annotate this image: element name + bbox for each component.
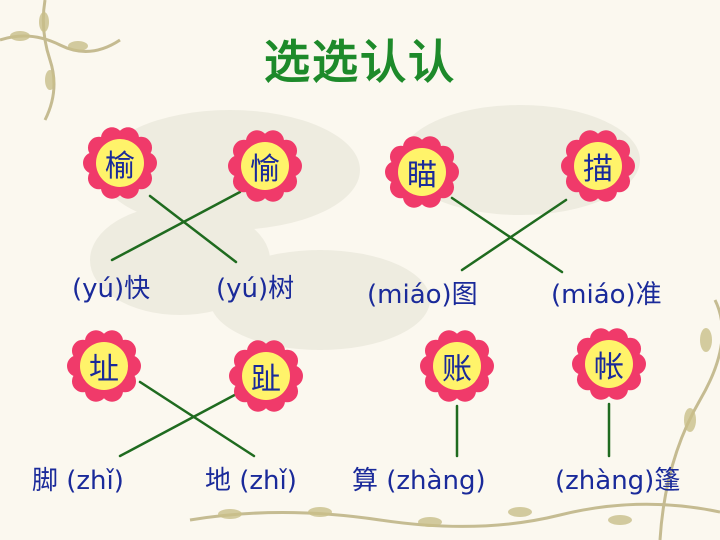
- flower-center: [242, 352, 290, 400]
- flower-icon: [572, 328, 646, 400]
- word-label-7: 算 (zhàng): [352, 466, 486, 496]
- flower-char: 账: [442, 352, 472, 387]
- slide-title: 选选认认: [264, 35, 456, 89]
- flower-icon: [228, 130, 302, 202]
- flower-3[interactable]: 瞄: [384, 134, 460, 210]
- connector-line: [138, 380, 256, 458]
- flower-char: 瞄: [407, 158, 437, 193]
- word-label-3: (miáo)图: [367, 280, 478, 310]
- flower-char: 址: [89, 352, 119, 387]
- flower-char: 趾: [251, 362, 281, 397]
- flower-center: [80, 342, 128, 390]
- word-label-1: (yú)快: [72, 274, 151, 304]
- flower-char: 榆: [105, 149, 135, 184]
- connector-line: [118, 388, 246, 458]
- flower-icon: [385, 136, 459, 208]
- connector-line: [460, 198, 568, 272]
- flower-1[interactable]: 榆: [82, 125, 158, 201]
- word-label-4: (miáo)准: [551, 280, 662, 310]
- word-label-5: 脚 (zhǐ): [32, 466, 124, 496]
- flower-7[interactable]: 账: [419, 328, 495, 404]
- flower-center: [585, 340, 633, 388]
- flower-5[interactable]: 址: [66, 328, 142, 404]
- flower-center: [433, 342, 481, 390]
- flower-6[interactable]: 趾: [228, 338, 304, 414]
- flower-char: 愉: [250, 152, 280, 187]
- connector-line: [450, 196, 564, 274]
- word-label-2: (yú)树: [216, 274, 295, 304]
- flower-center: [241, 142, 289, 190]
- word-label-8: (zhàng)篷: [555, 466, 681, 496]
- flower-center: [574, 142, 622, 190]
- connector-line: [148, 194, 238, 264]
- flower-icon: [83, 127, 157, 199]
- flower-icon: [229, 340, 303, 412]
- flower-icon: [67, 330, 141, 402]
- flower-8[interactable]: 帐: [571, 326, 647, 402]
- flower-char: 帐: [594, 350, 624, 385]
- flower-icon: [561, 130, 635, 202]
- flower-center: [96, 139, 144, 187]
- connector-line: [110, 190, 242, 262]
- flower-2[interactable]: 愉: [227, 128, 303, 204]
- word-label-6: 地 (zhǐ): [205, 466, 297, 496]
- flower-4[interactable]: 描: [560, 128, 636, 204]
- flower-char: 描: [583, 152, 613, 187]
- flower-center: [398, 148, 446, 196]
- flower-icon: [420, 330, 494, 402]
